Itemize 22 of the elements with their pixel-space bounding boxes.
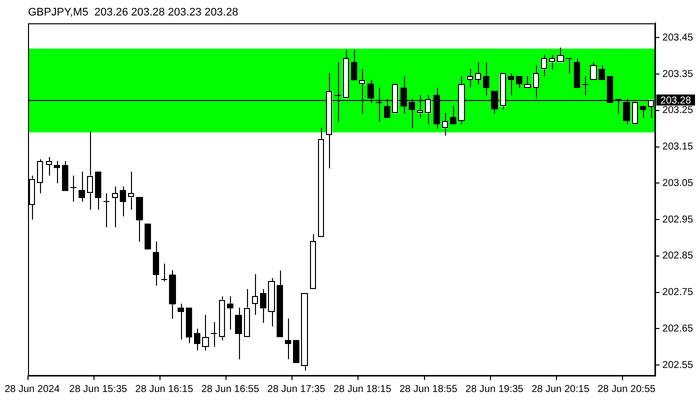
x-tick-label: 28 Jun 16:55 (201, 384, 260, 395)
x-tick-label: 28 Jun 20:55 (598, 384, 656, 395)
y-tick-label: 203.05 (662, 178, 694, 189)
x-tick-label: 28 Jun 18:15 (333, 384, 392, 395)
x-tick-label: 28 Jun 17:35 (267, 384, 326, 395)
y-tick-label: 202.95 (662, 214, 694, 226)
y-tick-label: 203.15 (662, 142, 694, 153)
y-tick-label: 202.65 (662, 323, 694, 334)
y-tick-label: 202.75 (662, 287, 694, 298)
x-tick-label: 28 Jun 20:15 (532, 384, 590, 395)
y-tick-label: 203.35 (662, 68, 694, 80)
y-tick-label: 202.85 (662, 250, 694, 262)
y-tick-label: 203.25 (662, 105, 694, 116)
y-tick-label: 203.45 (662, 32, 694, 44)
x-tick-label: 28 Jun 2024 (4, 384, 60, 395)
x-tick-label: 28 Jun 15:35 (69, 384, 128, 395)
ref-line-label: 203.28 (660, 95, 692, 106)
y-tick-label: 202.55 (662, 360, 694, 371)
x-tick-label: 28 Jun 16:15 (135, 384, 194, 395)
x-tick-label: 28 Jun 19:35 (466, 384, 524, 395)
x-tick-label: 28 Jun 18:55 (399, 384, 458, 395)
chart-title: GBPJPY,M5 203.26 203.28 203.23 203.28 (28, 6, 238, 19)
